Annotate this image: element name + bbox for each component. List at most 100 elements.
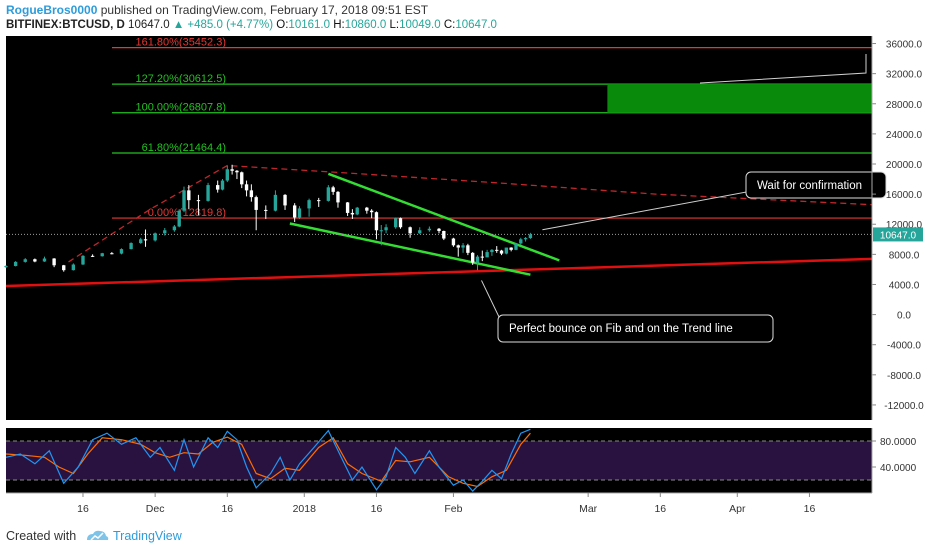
trend-line	[5, 257, 873, 288]
candle-body	[52, 258, 56, 266]
symbol-name: BITFINEX:BTCUSD, D	[6, 19, 125, 31]
candle-body	[283, 194, 287, 206]
publish-info: RogueBros0000 published on TradingView.c…	[6, 3, 428, 17]
candle-body	[437, 228, 441, 232]
x-tick-label: 16	[804, 503, 816, 515]
ohlc-open: O:10161.0	[276, 19, 330, 31]
x-tick-label: 16	[371, 503, 383, 515]
candle-body	[163, 230, 167, 234]
candle-body	[129, 243, 133, 250]
price-chart[interactable]: 161.80%(35452.3) 127.20%(30612.5) 100.00%(…	[0, 36, 932, 522]
candle-body	[119, 249, 124, 254]
candle-body	[345, 202, 350, 213]
close-label: C:	[443, 19, 456, 31]
candle-body	[23, 259, 27, 262]
ohlc-low: L:10049.0	[389, 19, 440, 31]
candle-body	[495, 249, 499, 251]
y-tick-label: 4000.0	[889, 280, 920, 291]
candle-body	[292, 205, 297, 218]
y-tick-label: 24000.0	[886, 130, 923, 141]
callout-pointer	[699, 54, 867, 84]
y-tick-label: -4000.0	[887, 341, 921, 352]
high-value: 10860.0	[344, 19, 387, 31]
candle-body	[216, 185, 220, 190]
candle-body	[62, 265, 66, 271]
stoch-tick-label: 40.0000	[880, 463, 917, 474]
candle-body	[13, 261, 18, 267]
candle-body	[33, 259, 37, 262]
candle-body	[206, 185, 210, 201]
candle-body	[442, 231, 446, 239]
candle-body	[374, 212, 379, 231]
close-value: 10647.0	[455, 19, 497, 31]
callout-box	[497, 314, 774, 343]
callout-text: Wait for confirmation	[757, 180, 862, 192]
candle-body	[398, 218, 403, 228]
callout-text: Perfect bounce on Fib and on the Trend l…	[509, 323, 733, 335]
y-tick-label: 28000.0	[886, 100, 923, 111]
chart-header: RogueBros0000 published on TradingView.c…	[0, 0, 932, 36]
stoch-band	[6, 441, 872, 480]
candle-body	[336, 191, 340, 203]
candle-body	[240, 172, 244, 185]
candle-body	[182, 190, 186, 211]
candle-body	[143, 239, 148, 241]
open-value: 10161.0	[288, 19, 330, 31]
candle-body	[90, 255, 95, 257]
candle-body	[187, 190, 191, 201]
stoch-d-line	[5, 432, 531, 488]
candle-body	[249, 190, 254, 198]
candle-body	[225, 169, 229, 181]
candle-body	[485, 252, 489, 258]
last-price-label: 10647.0	[880, 230, 917, 241]
candle-body	[470, 252, 475, 263]
candle-body	[297, 208, 302, 218]
candle-body	[81, 255, 85, 265]
candle-body	[110, 253, 114, 255]
fib-level-label: 61.80%(21464.4)	[142, 142, 226, 154]
last-price-tag	[873, 227, 923, 242]
candle-body	[4, 266, 8, 268]
candle-body	[514, 243, 518, 250]
candle-body	[177, 210, 181, 227]
y-tick-label: 36000.0	[886, 40, 923, 51]
x-tick-label: 16	[221, 503, 233, 515]
stoch-tick-label: 80.0000	[880, 437, 917, 448]
candle-body	[350, 212, 355, 215]
candle-body	[523, 238, 528, 240]
x-tick-label: 16	[77, 503, 89, 515]
fib-level-label: 161.80%(35452.3)	[135, 37, 226, 49]
tradingview-brand-link[interactable]: TradingView	[113, 529, 182, 543]
author-link[interactable]: RogueBros0000	[6, 3, 98, 17]
x-tick-label: Feb	[444, 503, 462, 515]
candle-body	[317, 200, 321, 202]
candle-body	[365, 207, 369, 211]
stoch-k-line	[5, 428, 531, 492]
footer: Created with TradingView	[0, 522, 932, 550]
candle-body	[475, 256, 480, 263]
last-price: 10647.0	[128, 19, 170, 31]
candle-body	[509, 247, 513, 250]
open-label: O:	[276, 19, 289, 31]
candle-body	[480, 256, 484, 258]
low-value: 10049.0	[399, 19, 441, 31]
arc-curve	[68, 164, 873, 263]
candle-body	[307, 200, 311, 209]
candle-body	[379, 230, 383, 232]
ohlc-high: H:10860.0	[333, 19, 386, 31]
candle-body	[153, 233, 157, 241]
x-tick-label: Apr	[729, 503, 746, 515]
candle-body	[326, 187, 331, 201]
candle-body	[418, 230, 422, 234]
fib-level-label: 127.20%(30612.5)	[135, 73, 226, 85]
channel-lower-line	[289, 222, 531, 276]
fib-level-label: 100.00%(26807.8)	[135, 102, 226, 114]
fib-level-label: 0.00%(12819.8)	[148, 207, 226, 219]
candle-body	[355, 207, 359, 215]
candle-body	[427, 228, 432, 231]
low-label: L:	[389, 19, 400, 31]
y-tick-label: -12000.0	[884, 401, 924, 412]
candle-body	[519, 239, 523, 244]
candle-body	[461, 245, 465, 248]
symbol-info: BITFINEX:BTCUSD, D 10647.0 ▲ +485.0 (+4.…	[6, 19, 497, 31]
